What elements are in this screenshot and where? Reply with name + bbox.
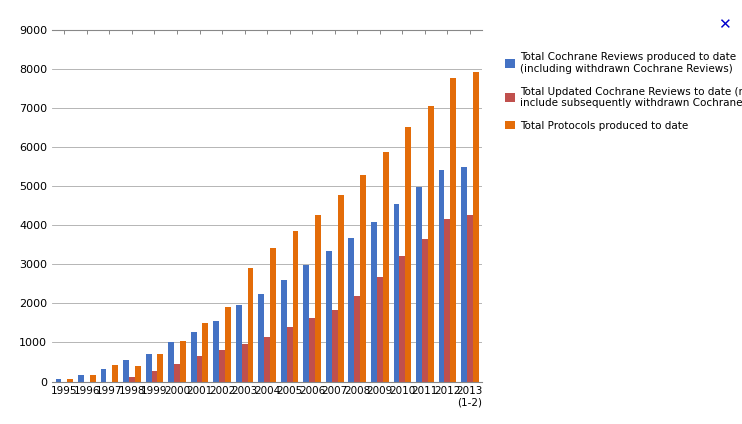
Bar [112, 365, 118, 382]
Bar [236, 305, 242, 382]
Bar [399, 256, 405, 382]
Bar [360, 175, 366, 382]
Bar [355, 296, 360, 382]
Bar [383, 152, 389, 382]
Bar [168, 343, 174, 382]
Bar [258, 293, 264, 382]
Bar [242, 344, 248, 382]
Bar [393, 204, 399, 382]
Bar [270, 248, 276, 382]
Bar [225, 307, 231, 382]
Bar [157, 354, 163, 382]
Bar [422, 239, 428, 382]
Bar [467, 215, 473, 382]
Bar [203, 323, 209, 382]
Bar [416, 187, 422, 382]
Bar [326, 251, 332, 382]
Bar [315, 215, 321, 382]
Bar [428, 106, 433, 382]
Bar [180, 341, 186, 382]
Bar [56, 379, 62, 382]
Bar [78, 375, 84, 382]
Bar [191, 332, 197, 382]
Bar [101, 369, 106, 382]
Bar [145, 354, 151, 382]
Legend: Total Cochrane Reviews produced to date
(including withdrawn Cochrane Reviews), : Total Cochrane Reviews produced to date … [505, 53, 742, 131]
Bar [264, 337, 270, 382]
Bar [371, 222, 377, 382]
Bar [219, 350, 225, 382]
Bar [129, 377, 135, 382]
Bar [123, 360, 129, 382]
Bar [174, 364, 180, 382]
Bar [405, 128, 411, 382]
Bar [439, 170, 444, 382]
Bar [377, 277, 383, 382]
Bar [461, 167, 467, 382]
Bar [309, 318, 315, 382]
Bar [286, 327, 292, 382]
Bar [450, 78, 456, 382]
Bar [292, 231, 298, 382]
Bar [349, 238, 355, 382]
Bar [197, 356, 203, 382]
Bar [473, 72, 479, 382]
Text: ✕: ✕ [718, 17, 731, 32]
Bar [135, 366, 141, 382]
Bar [90, 375, 96, 382]
Bar [68, 379, 73, 382]
Bar [332, 310, 338, 382]
Bar [151, 371, 157, 382]
Bar [281, 280, 286, 382]
Bar [444, 219, 450, 382]
Bar [248, 268, 253, 382]
Bar [303, 265, 309, 382]
Bar [338, 195, 344, 382]
Bar [213, 321, 219, 382]
